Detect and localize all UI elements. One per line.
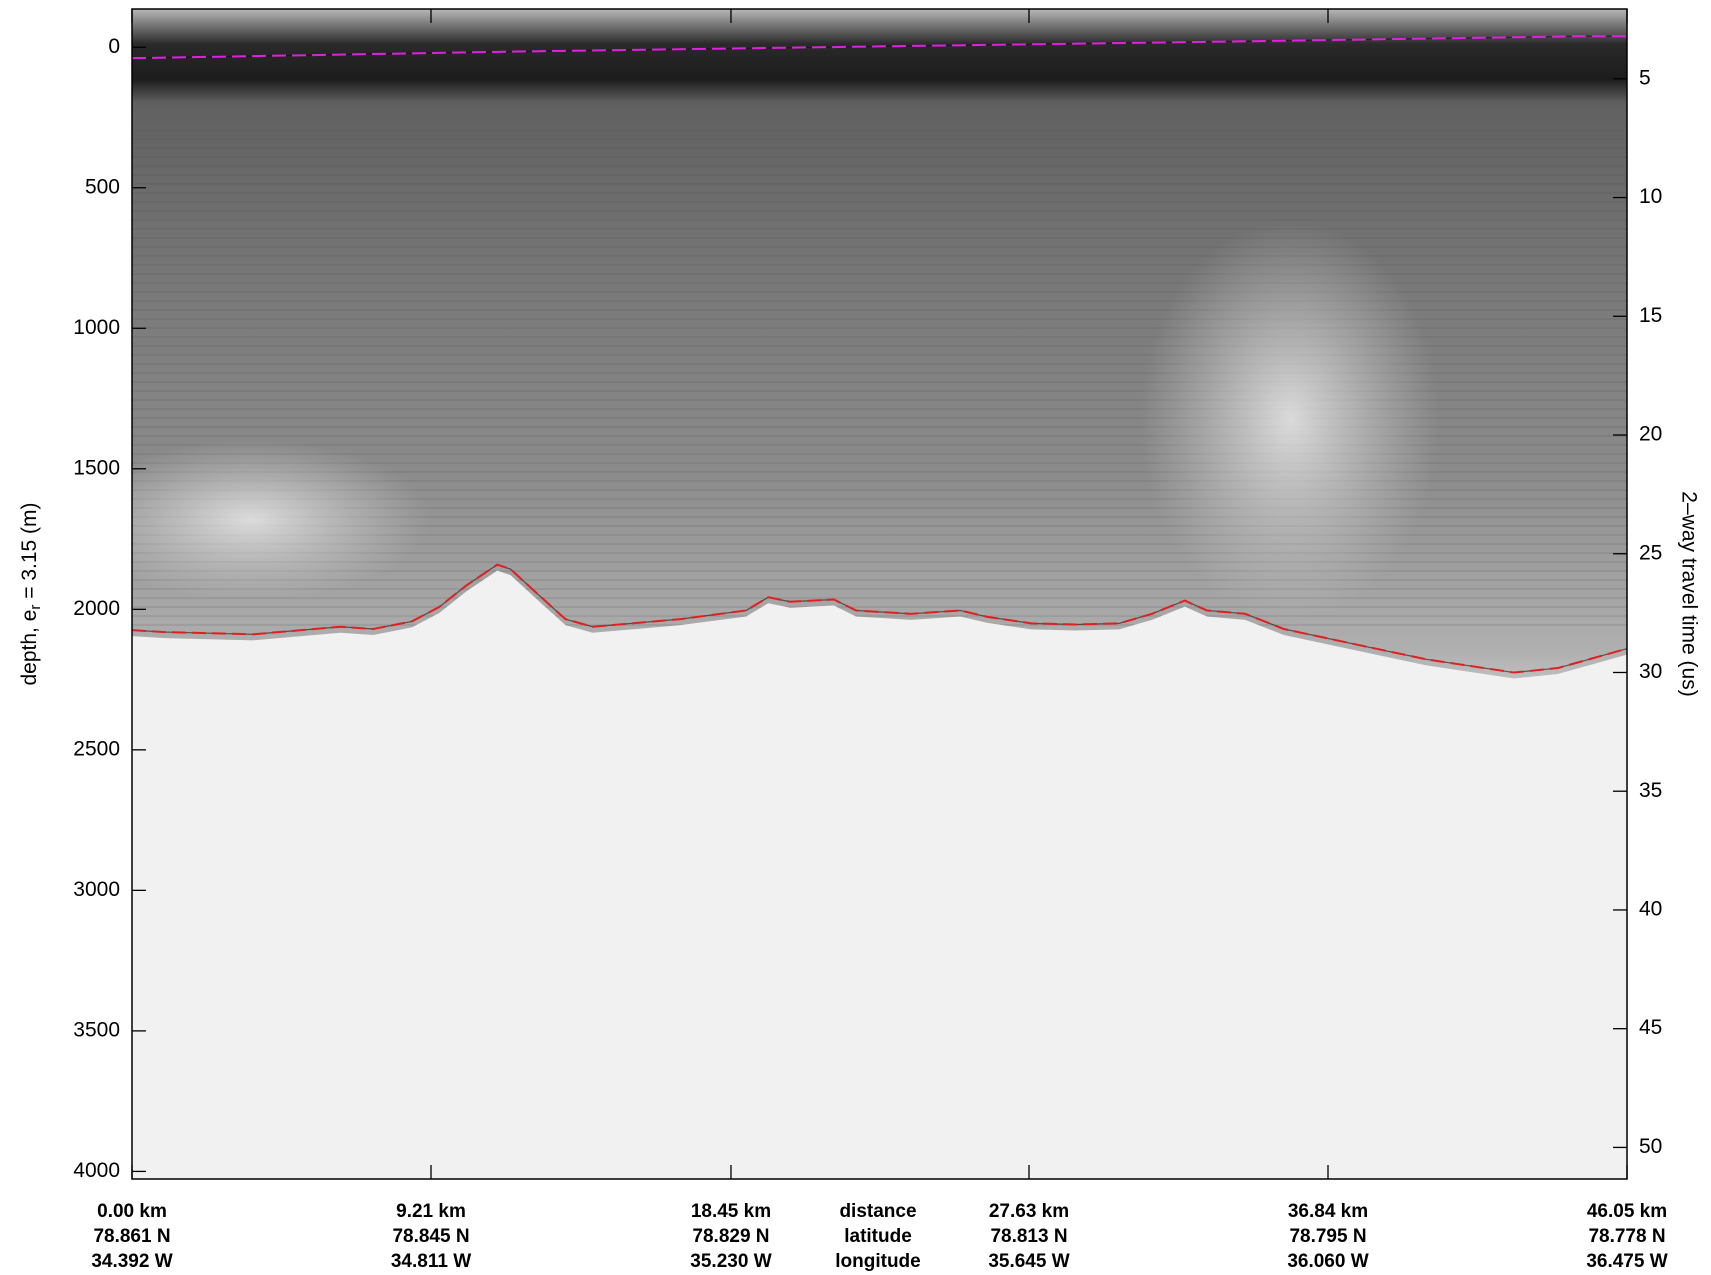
latitude-label: 78.845 N <box>392 1226 469 1247</box>
row-label: distance <box>839 1201 916 1222</box>
y-tick-label: 1500 <box>73 456 120 479</box>
x-tick-label: 27.63 km <box>989 1201 1069 1222</box>
y2-tick-label: 25 <box>1639 541 1662 564</box>
y2-tick-label: 50 <box>1639 1135 1662 1158</box>
y2-tick-label: 30 <box>1639 660 1662 683</box>
y-tick-label: 500 <box>85 175 120 198</box>
x-tick-label: 18.45 km <box>691 1201 771 1222</box>
y-tick-label: 3000 <box>73 878 120 901</box>
y-axis-label-rest: = 3.15 (m) <box>18 502 41 604</box>
latitude-label: 78.795 N <box>1289 1226 1366 1247</box>
swirl-highlight <box>1140 220 1440 620</box>
longitude-label: 34.811 W <box>391 1251 471 1272</box>
row-label: longitude <box>835 1251 920 1272</box>
y-tick-label: 2500 <box>73 737 120 760</box>
x-tick-label: 46.05 km <box>1587 1201 1667 1222</box>
left-highlight <box>132 440 430 600</box>
longitude-label: 34.392 W <box>91 1251 172 1272</box>
longitude-label: 36.475 W <box>1586 1251 1667 1272</box>
x-tick-label: 36.84 km <box>1288 1201 1368 1222</box>
y-axis-label: depth, er = 3.15 (m) <box>18 502 44 685</box>
row-label: latitude <box>844 1226 912 1247</box>
y2-tick-label: 40 <box>1639 897 1662 920</box>
y-tick-label: 0 <box>108 35 120 58</box>
y2-tick-label: 45 <box>1639 1016 1662 1039</box>
y2-tick-label: 10 <box>1639 185 1662 208</box>
latitude-label: 78.778 N <box>1588 1226 1665 1247</box>
y2-tick-label: 15 <box>1639 304 1662 327</box>
longitude-label: 36.060 W <box>1287 1251 1368 1272</box>
x-tick-label: 9.21 km <box>396 1201 466 1222</box>
y-tick-label: 4000 <box>73 1159 120 1182</box>
horizon-line <box>132 563 1627 674</box>
y2-tick-label: 35 <box>1639 779 1662 802</box>
latitude-label: 78.861 N <box>93 1226 170 1247</box>
latitude-label: 78.829 N <box>692 1226 769 1247</box>
plot-frame <box>131 8 1628 1180</box>
x-tick-label: 0.00 km <box>97 1201 167 1222</box>
longitude-label: 35.230 W <box>690 1251 771 1272</box>
longitude-label: 35.645 W <box>988 1251 1069 1272</box>
y-tick-label: 2000 <box>73 597 120 620</box>
y2-tick-label: 20 <box>1639 423 1662 446</box>
echogram <box>132 9 1627 1179</box>
y-tick-label: 1000 <box>73 316 120 339</box>
bedrock-area <box>132 570 1627 1179</box>
y-axis-label-subscript: r <box>27 605 44 610</box>
y2-tick-label: 5 <box>1639 66 1651 89</box>
horizon-line <box>132 35 1627 60</box>
latitude-label: 78.813 N <box>990 1226 1067 1247</box>
y-axis-label-main: depth, e <box>18 610 41 686</box>
y-tick-label: 3500 <box>73 1018 120 1041</box>
y2-axis-label: 2–way travel time (us) <box>1677 491 1700 696</box>
